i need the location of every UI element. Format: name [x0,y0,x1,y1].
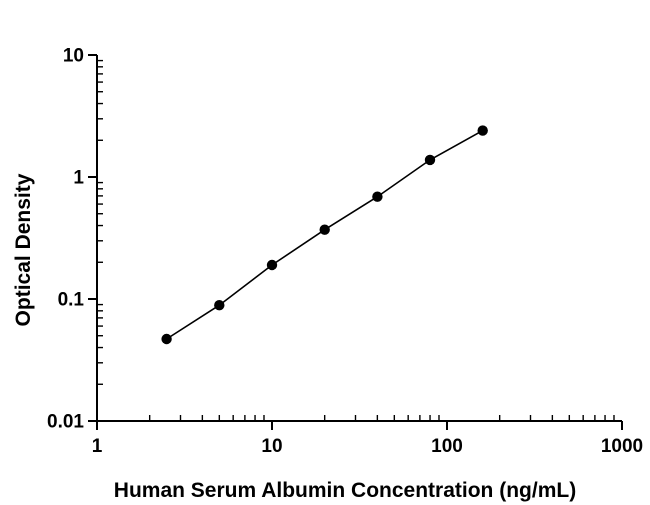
standard-curve-point [214,300,225,311]
standard-curve-point [319,224,330,235]
axis-frame [96,55,622,422]
y-tick-label: 10 [63,46,84,67]
x-tick-label: 100 [431,436,463,457]
plot-area: 1 10 100 1000 0.01 0.1 1 10 [47,46,643,458]
standard-curve-point [161,333,172,345]
y-tick-label: 0.1 [58,290,85,311]
standard-curve-point [266,259,278,271]
y-tick-label: 1 [73,168,84,189]
standard-curve-point [372,191,383,202]
x-tick-label: 1 [92,436,103,457]
x-axis-title: Human Serum Albumin Concentration (ng/mL… [114,479,576,502]
x-tick-label: 1000 [601,436,643,457]
standard-curve-point [477,125,488,136]
standard-curve-point [424,154,436,166]
y-axis-title: Optical Density [12,173,35,326]
y-tick-label: 0.01 [47,412,84,433]
x-tick-label: 10 [261,436,282,457]
